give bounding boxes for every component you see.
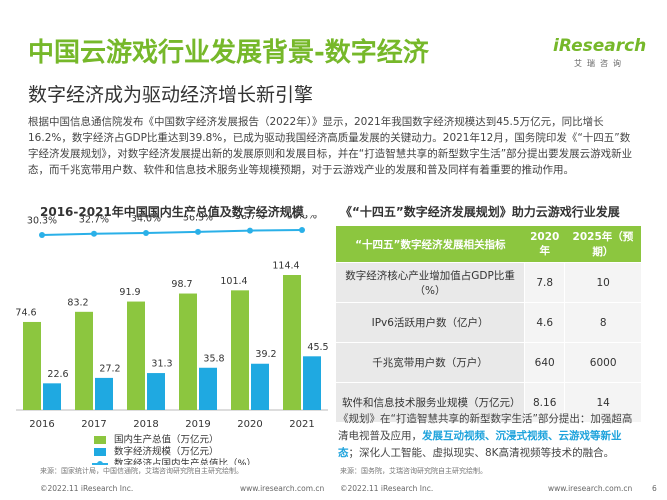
data-label: 30.3% bbox=[27, 216, 57, 227]
table-cell: 640 bbox=[524, 342, 565, 383]
data-label: 74.6 bbox=[15, 307, 36, 318]
x-tick-label: 2019 bbox=[185, 419, 210, 430]
data-label: 22.6 bbox=[47, 369, 68, 380]
table-row: 数字经济核心产业增加值占GDP比重（%） 7.8 10 bbox=[336, 262, 641, 303]
bar bbox=[231, 290, 249, 410]
logo: iResearch bbox=[553, 36, 647, 56]
bar bbox=[43, 383, 61, 410]
table-cell: 数字经济核心产业增加值占GDP比重（%） bbox=[336, 262, 525, 303]
footer: www.iresearch.com.cn bbox=[240, 484, 325, 493]
bar bbox=[147, 373, 165, 410]
table: “十四五”数字经济发展相关指标 2020年 2025年（预期） 数字经济核心产业增加值… bbox=[336, 226, 641, 422]
data-label: 39.2 bbox=[255, 349, 276, 360]
data-label: 39.8% bbox=[287, 215, 317, 222]
line-point bbox=[91, 230, 97, 237]
legend-swatch bbox=[94, 448, 106, 456]
data-label: 36.3% bbox=[183, 215, 213, 223]
page-subtitle: 数字经济成为驱动经济增长新引擎 bbox=[28, 84, 314, 106]
note-highlight: 发展互动视频、沉浸式视频、云游戏等新业态 bbox=[338, 430, 622, 459]
footer: ©2022.11 iResearch Inc. bbox=[340, 484, 434, 493]
bar bbox=[303, 356, 321, 410]
bar bbox=[199, 367, 217, 410]
table-cell: 4.6 bbox=[524, 302, 565, 343]
x-tick-label: 2021 bbox=[289, 419, 314, 430]
data-label: 38.7% bbox=[235, 215, 265, 222]
table-cell: 10 bbox=[564, 262, 641, 303]
table-cell: 6000 bbox=[564, 342, 641, 383]
header-cell: 2025年（预期） bbox=[564, 226, 641, 263]
table-cell: 8.16 bbox=[524, 382, 565, 422]
data-label: 114.4 bbox=[272, 261, 299, 272]
table-row: IPv6活跃用户数（亿户） 4.6 8 bbox=[336, 302, 641, 343]
data-label: 31.3 bbox=[151, 359, 172, 370]
data-label: 34.0% bbox=[131, 215, 161, 225]
data-label: 35.8 bbox=[203, 353, 224, 364]
legend-label: 数字经济占国内生产总值比（%） bbox=[114, 458, 256, 466]
data-label: 27.2 bbox=[99, 363, 120, 374]
data-label: 83.2 bbox=[67, 297, 88, 308]
table-cell: 千兆宽带用户数（万户） bbox=[336, 342, 525, 383]
note-text: ；深化人工智能、虚拟现实、8K高清视频等技术的融合。 bbox=[348, 447, 615, 459]
bar bbox=[127, 301, 145, 410]
table-cell: 7.8 bbox=[524, 262, 565, 303]
data-label: 98.7 bbox=[171, 279, 192, 290]
data-label: 45.5 bbox=[307, 342, 328, 353]
chart-source: 来源：国家统计局，中国信通院，艾瑞咨询研究院自主研究绘制。 bbox=[40, 467, 243, 475]
table-cell: IPv6活跃用户数（亿户） bbox=[336, 302, 525, 343]
header-row: “十四五”数字经济发展相关指标 2020年 2025年（预期） bbox=[336, 226, 641, 263]
data-label: 91.9 bbox=[119, 287, 140, 298]
line-point bbox=[143, 230, 149, 237]
table-note: 《规划》在“打造智慧共享的新型数字生活”部分提出：加强超高清电视普及应用，发展互… bbox=[338, 411, 640, 462]
x-tick-label: 2020 bbox=[237, 419, 262, 430]
logo-subtitle: 艾瑞咨询 bbox=[574, 59, 626, 68]
bar bbox=[251, 363, 269, 410]
line-point bbox=[39, 232, 45, 238]
bar bbox=[75, 311, 93, 410]
bar bbox=[23, 321, 41, 410]
table-cell: 软件和信息技术服务业规模（万亿元） bbox=[336, 382, 525, 422]
x-tick-label: 2018 bbox=[133, 419, 158, 430]
legend-label: 国内生产总值（万亿元） bbox=[114, 434, 219, 446]
table-title: 《“十四五”数字经济发展规划》助力云游戏行业发展 bbox=[340, 205, 620, 219]
line-point bbox=[299, 227, 305, 233]
chart-title: 2016-2021年中国国内生产总值及数字经济规模 bbox=[40, 205, 304, 219]
legend-label: 数字经济规模（万亿元） bbox=[114, 446, 219, 458]
paragraph: 根据中国信息通信院发布《中国数字经济发展报告（2022年）》显示，2021年我国… bbox=[28, 116, 633, 176]
page-number: 6 bbox=[652, 484, 657, 493]
bar bbox=[179, 293, 197, 410]
data-label: 101.4 bbox=[220, 276, 247, 287]
line bbox=[41, 229, 303, 236]
note-text: 《规划》在“打造智慧共享的新型数字生活”部分提出：加强超高清电视普及应用， bbox=[338, 413, 633, 442]
chart: 2016 2017 2018 2019 2020 2021 74.6 83.2 91.9 98.7… bbox=[15, 215, 329, 466]
table-source: 来源：国务院，艾瑞咨询研究院自主研究绘制。 bbox=[340, 467, 487, 475]
bar bbox=[95, 377, 113, 410]
footer: www.iresearch.com.cn bbox=[548, 484, 633, 493]
header-cell: 2020年 bbox=[524, 226, 565, 263]
table-cell: 8 bbox=[564, 302, 641, 343]
x-tick-label: 2017 bbox=[81, 419, 106, 430]
page-title: 中国云游戏行业发展背景-数字经济 bbox=[28, 38, 429, 68]
legend-swatch bbox=[94, 436, 106, 444]
footer: ©2022.11 iResearch Inc. bbox=[40, 484, 134, 493]
table-row: 千兆宽带用户数（万户） 640 6000 bbox=[336, 342, 641, 383]
bar bbox=[283, 275, 301, 410]
data-label: 32.7% bbox=[79, 215, 109, 225]
legend-swatch bbox=[97, 461, 103, 465]
line-point bbox=[195, 228, 201, 235]
table-cell: 14 bbox=[564, 382, 641, 422]
table-row: 软件和信息技术服务业规模（万亿元） 8.16 14 bbox=[336, 382, 641, 422]
line-point bbox=[247, 227, 253, 234]
x-tick-label: 2016 bbox=[29, 419, 54, 430]
header-cell: “十四五”数字经济发展相关指标 bbox=[336, 226, 525, 263]
